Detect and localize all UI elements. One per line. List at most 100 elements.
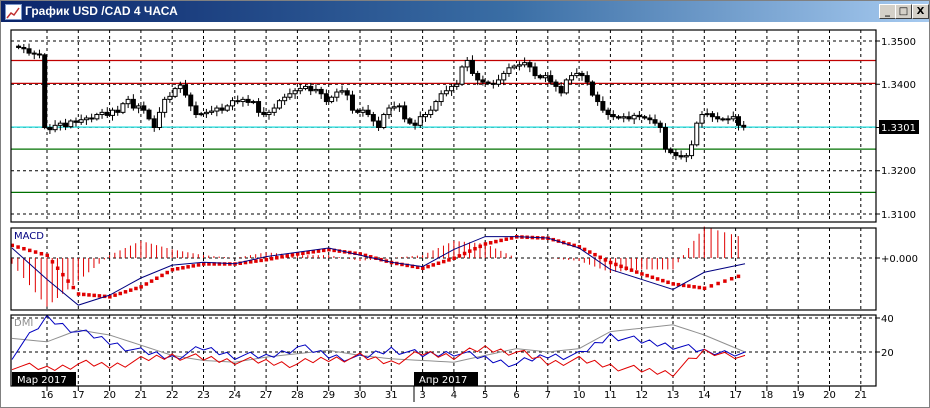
macd-signal-dot bbox=[139, 285, 143, 289]
macd-signal-dot bbox=[368, 255, 373, 259]
candle-bear bbox=[605, 109, 611, 116]
candle-bear bbox=[89, 117, 95, 120]
macd-signal-dot bbox=[55, 266, 60, 270]
candle-bull bbox=[292, 90, 298, 95]
candle-bear bbox=[402, 105, 408, 120]
candle-bull bbox=[725, 118, 731, 121]
day-label: 24 bbox=[228, 390, 241, 401]
macd-signal-dot bbox=[709, 284, 714, 288]
close-button[interactable]: X bbox=[912, 4, 929, 19]
candle-bear bbox=[527, 62, 533, 68]
dmi-tick-20: 20 bbox=[881, 348, 894, 359]
title-bar[interactable]: График USD /CAD 4 ЧАСА _ □ X bbox=[1, 1, 929, 22]
window-title: График USD /CAD 4 ЧАСА bbox=[25, 4, 178, 18]
macd-signal-dot bbox=[353, 251, 357, 255]
candle-bull bbox=[240, 98, 246, 103]
macd-signal-dot bbox=[561, 240, 566, 245]
candle-bear bbox=[151, 118, 157, 128]
current-price-label: 1.3301 bbox=[881, 123, 916, 134]
macd-signal-dot bbox=[248, 260, 253, 264]
day-label: 31 bbox=[385, 390, 398, 401]
macd-signal-dot bbox=[92, 293, 96, 298]
macd-signal-dot bbox=[280, 255, 284, 259]
price-tick-1.3400: 1.3400 bbox=[881, 80, 916, 91]
macd-signal-dot bbox=[608, 260, 613, 265]
candle-bear bbox=[595, 94, 601, 103]
macd-signal-dot bbox=[196, 263, 201, 267]
day-label: 14 bbox=[698, 390, 711, 401]
candle-bear bbox=[36, 53, 42, 56]
macd-signal-dot bbox=[123, 290, 128, 294]
macd-signal-dot bbox=[175, 266, 180, 271]
macd-signal-dot bbox=[436, 261, 441, 265]
macd-signal-dot bbox=[160, 273, 164, 278]
macd-signal-dot bbox=[71, 285, 76, 290]
macd-signal-dot bbox=[222, 262, 227, 266]
dmi-title: DMI bbox=[14, 318, 33, 329]
candle-bear bbox=[673, 152, 679, 157]
macd-signal-dot bbox=[687, 284, 691, 288]
candle-bull bbox=[57, 122, 63, 126]
candle-bear bbox=[21, 46, 27, 50]
candle-bull bbox=[631, 114, 637, 120]
candle-bear bbox=[715, 116, 721, 120]
candle-bear bbox=[616, 116, 622, 119]
macd-signal-dot bbox=[321, 248, 326, 253]
candle-bear bbox=[219, 107, 225, 111]
macd-signal-dot bbox=[327, 247, 331, 252]
macd-signal-dot bbox=[61, 272, 65, 277]
macd-signal-dot bbox=[295, 252, 300, 256]
candle-bull bbox=[569, 75, 575, 81]
maximize-button[interactable]: □ bbox=[895, 4, 912, 19]
candle-bull bbox=[423, 114, 428, 118]
candle-bear bbox=[490, 82, 496, 85]
candle-bull bbox=[282, 96, 288, 102]
candle-bear bbox=[323, 93, 329, 103]
candle-bear bbox=[63, 122, 69, 128]
macd-signal-dot bbox=[332, 248, 336, 253]
candle-bear bbox=[736, 116, 741, 126]
day-label: 22 bbox=[166, 390, 179, 401]
macd-signal-dot bbox=[468, 249, 472, 253]
candle-bear bbox=[741, 124, 747, 128]
macd-signal-dot bbox=[170, 267, 175, 272]
candle-bull bbox=[694, 122, 700, 146]
day-label: 29 bbox=[322, 390, 335, 401]
candle-bull bbox=[52, 124, 58, 131]
day-label: 16 bbox=[41, 390, 54, 401]
candle-bull bbox=[110, 109, 115, 116]
macd-signal-dot bbox=[66, 279, 70, 283]
candle-bull bbox=[428, 109, 434, 116]
candle-bear bbox=[652, 119, 658, 124]
day-label: 23 bbox=[197, 390, 210, 401]
macd-signal-dot bbox=[186, 265, 190, 269]
macd-signal-dot bbox=[87, 293, 91, 297]
candle-bear bbox=[720, 118, 726, 121]
candle-bull bbox=[94, 114, 100, 120]
candle-bear bbox=[256, 101, 262, 113]
macd-signal-dot bbox=[588, 250, 592, 254]
candle-bear bbox=[349, 94, 355, 111]
macd-line bbox=[11, 236, 746, 306]
candle-bull bbox=[136, 105, 142, 109]
price-panel bbox=[10, 29, 877, 223]
candle-bull bbox=[68, 120, 74, 128]
macd-signal-dot bbox=[165, 270, 169, 275]
macd-signal-dot bbox=[144, 282, 149, 286]
macd-signal-dot bbox=[207, 262, 211, 266]
macd-signal-dot bbox=[16, 245, 20, 249]
candle-bull bbox=[209, 110, 215, 113]
macd-panel bbox=[10, 227, 877, 311]
month-label-box bbox=[414, 372, 478, 386]
macd-signal-dot bbox=[671, 282, 675, 286]
day-label: 28 bbox=[291, 390, 304, 401]
macd-signal-dot bbox=[191, 264, 196, 268]
candle-bull bbox=[506, 67, 512, 74]
macd-signal-dot bbox=[10, 243, 14, 248]
candle-bull bbox=[443, 90, 449, 95]
macd-signal-dot bbox=[358, 252, 362, 256]
candle-bull bbox=[689, 144, 695, 157]
macd-signal-dot bbox=[447, 258, 451, 262]
day-label: 20 bbox=[823, 390, 836, 401]
